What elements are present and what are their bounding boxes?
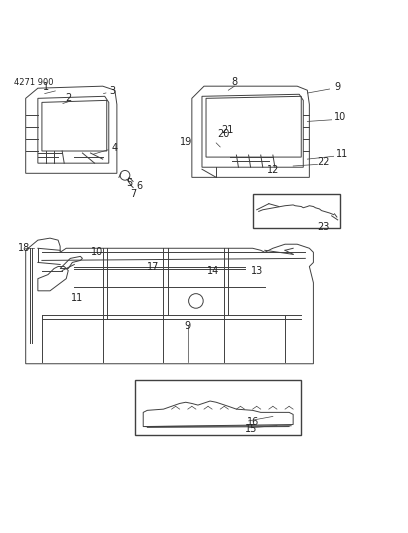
Text: 23: 23	[317, 222, 330, 232]
Text: 11: 11	[71, 293, 83, 303]
Text: 8: 8	[231, 77, 237, 87]
Text: 22: 22	[317, 157, 330, 167]
Text: 6: 6	[136, 181, 142, 191]
Text: 14: 14	[207, 265, 219, 276]
Text: 11: 11	[336, 149, 348, 159]
Text: 20: 20	[217, 130, 230, 140]
Text: 4: 4	[112, 143, 118, 153]
Text: 1: 1	[43, 83, 49, 92]
Text: 18: 18	[18, 243, 30, 253]
Text: 15: 15	[245, 424, 257, 434]
Text: 9: 9	[185, 321, 191, 332]
Text: 21: 21	[221, 125, 234, 134]
Bar	[253, 193, 340, 228]
Text: 4271 900: 4271 900	[13, 78, 53, 87]
Text: 2: 2	[65, 93, 71, 102]
Text: 7: 7	[130, 189, 136, 199]
Text: 5: 5	[126, 179, 132, 189]
Text: 19: 19	[180, 136, 192, 147]
Text: 17: 17	[147, 262, 160, 271]
Text: 3: 3	[110, 86, 116, 96]
Text: 10: 10	[91, 247, 104, 257]
Text: 12: 12	[267, 165, 279, 175]
Text: 10: 10	[334, 112, 346, 123]
Text: 13: 13	[251, 265, 264, 276]
Bar	[135, 380, 301, 435]
Text: 16: 16	[246, 417, 259, 427]
Text: 9: 9	[335, 83, 341, 92]
